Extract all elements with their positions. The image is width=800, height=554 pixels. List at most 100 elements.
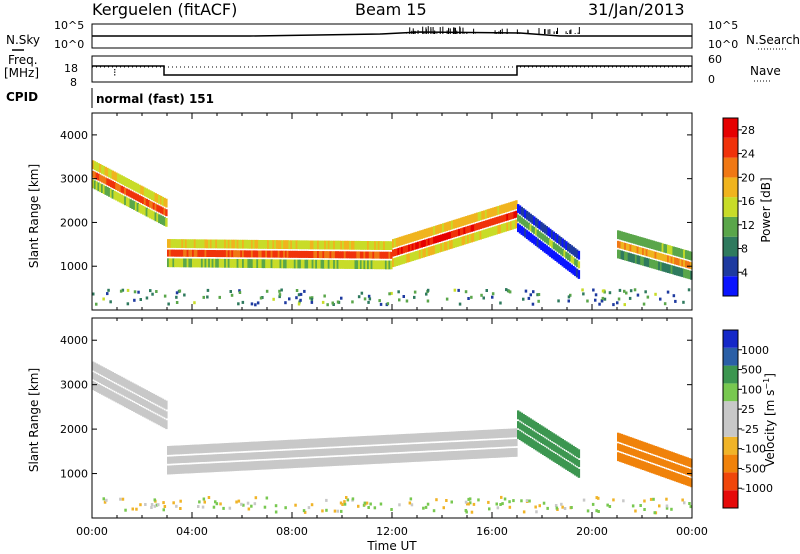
range-time-cell bbox=[258, 240, 261, 249]
range-time-cell bbox=[550, 451, 554, 461]
range-time-cell bbox=[577, 468, 581, 478]
colorbar-tick-label: 12 bbox=[741, 219, 755, 232]
range-time-cell bbox=[347, 251, 350, 259]
range-time-cell bbox=[563, 239, 566, 249]
range-time-cell bbox=[303, 510, 307, 514]
range-time-cell bbox=[259, 441, 263, 451]
range-time-cell bbox=[190, 444, 193, 454]
range-time-cell bbox=[393, 257, 397, 267]
range-time-cell bbox=[665, 506, 669, 510]
range-time-cell bbox=[172, 258, 175, 268]
range-time-cell bbox=[543, 235, 547, 243]
range-time-cell bbox=[295, 450, 298, 458]
range-time-cell bbox=[509, 221, 513, 230]
range-time-cell bbox=[318, 240, 322, 250]
range-time-cell bbox=[339, 501, 343, 505]
range-time-cell bbox=[661, 243, 664, 253]
range-time-cell bbox=[281, 259, 284, 269]
range-time-cell bbox=[390, 251, 393, 259]
range-time-cell bbox=[624, 454, 627, 464]
range-time-cell bbox=[211, 463, 214, 473]
range-time-cell bbox=[313, 438, 316, 448]
range-time-cell bbox=[656, 252, 659, 260]
range-time-cell bbox=[220, 453, 223, 461]
range-time-cell bbox=[527, 296, 531, 300]
range-time-cell bbox=[204, 250, 207, 257]
range-time-cell bbox=[256, 239, 259, 249]
range-time-cell bbox=[144, 503, 147, 506]
range-time-cell bbox=[315, 438, 318, 448]
range-time-cell bbox=[461, 431, 464, 440]
range-time-cell bbox=[181, 455, 184, 463]
colorbar-cell bbox=[723, 490, 738, 508]
range-time-cell bbox=[438, 235, 441, 242]
range-time-cell bbox=[233, 259, 236, 268]
range-time-cell bbox=[92, 381, 95, 390]
range-time-cell bbox=[361, 251, 364, 259]
range-time-cell bbox=[542, 501, 546, 505]
range-time-cell bbox=[556, 253, 559, 263]
range-time-cell bbox=[638, 440, 641, 450]
range-time-cell bbox=[552, 242, 556, 250]
range-time-cell bbox=[547, 440, 550, 448]
range-time-cell bbox=[686, 468, 689, 476]
range-time-cell bbox=[433, 245, 436, 255]
range-time-cell bbox=[93, 171, 97, 179]
range-time-cell bbox=[533, 226, 536, 234]
range-time-cell bbox=[368, 455, 372, 465]
range-time-cell bbox=[277, 440, 281, 450]
range-time-cell bbox=[249, 461, 252, 471]
range-time-cell bbox=[377, 454, 381, 464]
range-time-cell bbox=[408, 444, 411, 452]
range-time-cell bbox=[659, 253, 663, 261]
range-time-cell bbox=[183, 239, 186, 248]
range-time-cell bbox=[168, 258, 172, 268]
range-time-cell bbox=[645, 462, 648, 472]
range-time-cell bbox=[359, 455, 363, 465]
range-time-cell bbox=[688, 477, 691, 487]
range-time-cell bbox=[488, 429, 491, 439]
range-time-cell bbox=[538, 434, 541, 442]
range-time-cell bbox=[625, 446, 629, 454]
range-time-cell bbox=[134, 404, 138, 413]
range-time-cell bbox=[184, 258, 188, 268]
range-time-cell bbox=[243, 259, 247, 268]
range-time-cell bbox=[542, 446, 545, 455]
range-time-cell bbox=[415, 231, 418, 241]
range-time-cell bbox=[297, 439, 300, 449]
range-time-cell bbox=[309, 296, 312, 300]
range-time-cell bbox=[375, 251, 379, 259]
range-time-cell bbox=[336, 456, 339, 466]
range-time-cell bbox=[491, 292, 495, 296]
range-time-cell bbox=[436, 225, 439, 234]
range-time-cell bbox=[477, 498, 480, 502]
range-time-cell bbox=[381, 260, 384, 270]
range-time-cell bbox=[413, 433, 416, 443]
range-time-cell bbox=[481, 440, 484, 448]
range-time-cell bbox=[142, 388, 145, 398]
range-time-cell bbox=[481, 430, 484, 439]
nsearch-tick-bottom: 10^0 bbox=[708, 38, 738, 51]
range-time-cell bbox=[261, 296, 264, 299]
range-time-cell bbox=[145, 207, 148, 217]
range-time-cell bbox=[467, 234, 470, 244]
range-time-cell bbox=[193, 444, 197, 454]
range-time-cell bbox=[157, 503, 160, 507]
range-time-cell bbox=[217, 258, 220, 268]
power-marks bbox=[92, 160, 693, 307]
power-ylabel: Slant Range [km] bbox=[27, 164, 41, 268]
range-time-cell bbox=[268, 240, 272, 249]
range-time-cell bbox=[425, 238, 429, 246]
range-time-cell bbox=[425, 452, 429, 462]
colorbar-cell bbox=[723, 365, 738, 384]
range-time-cell bbox=[595, 509, 598, 513]
range-time-cell bbox=[136, 396, 139, 404]
range-time-cell bbox=[163, 294, 167, 298]
range-time-cell bbox=[404, 235, 407, 244]
range-time-cell bbox=[499, 215, 502, 223]
range-time-cell bbox=[500, 495, 503, 499]
colorbar-cell bbox=[723, 347, 738, 366]
range-time-cell bbox=[681, 455, 684, 465]
range-time-cell bbox=[349, 260, 352, 269]
range-time-cell bbox=[442, 442, 445, 450]
